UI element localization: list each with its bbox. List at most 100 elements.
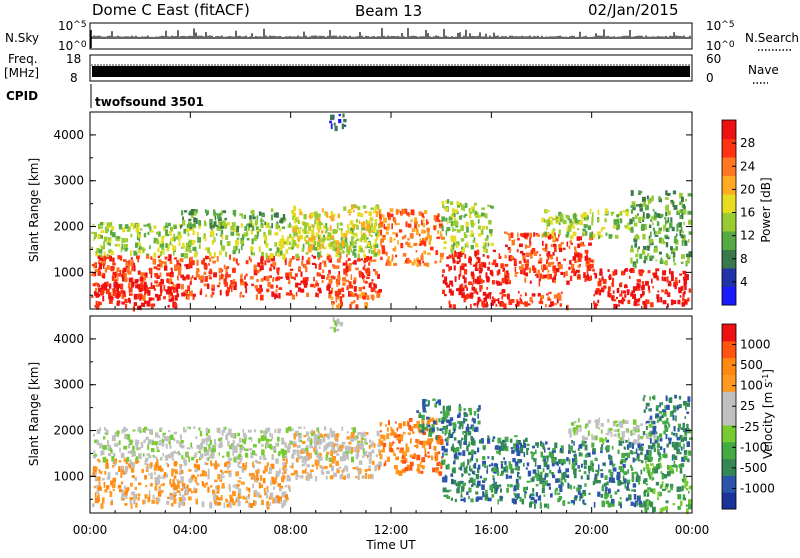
data-cell: [416, 444, 418, 448]
data-cell: [155, 477, 157, 482]
data-cell: [179, 471, 182, 475]
data-cell: [532, 488, 534, 493]
data-cell: [100, 290, 104, 296]
data-cell: [422, 399, 425, 404]
data-cell: [223, 278, 227, 284]
data-cell: [379, 441, 382, 443]
data-cell: [425, 454, 427, 457]
data-cell: [379, 223, 381, 226]
data-cell: [222, 483, 225, 487]
data-cell: [346, 260, 348, 265]
data-cell: [99, 249, 103, 253]
data-cell: [570, 276, 572, 282]
data-cell: [148, 439, 152, 444]
data-cell: [212, 490, 215, 494]
data-cell: [565, 468, 569, 472]
data-cell: [138, 271, 141, 275]
data-cell: [591, 264, 594, 268]
data-cell: [335, 126, 338, 131]
data-cell: [270, 226, 272, 229]
data-cell: [657, 221, 660, 226]
data-cell: [272, 279, 274, 282]
data-cell: [570, 240, 573, 243]
data-cell: [219, 268, 223, 273]
data-cell: [266, 494, 268, 498]
data-cell: [172, 302, 174, 308]
data-cell: [212, 448, 216, 452]
data-cell: [471, 450, 474, 455]
data-cell: [668, 255, 671, 257]
data-cell: [286, 239, 289, 245]
data-cell: [273, 486, 275, 490]
data-cell: [377, 431, 380, 437]
data-cell: [121, 247, 123, 253]
data-cell: [514, 435, 518, 437]
data-cell: [314, 211, 318, 217]
data-cell: [472, 209, 474, 213]
data-cell: [666, 276, 668, 280]
data-cell: [92, 472, 94, 476]
data-cell: [676, 223, 679, 226]
data-cell: [386, 232, 389, 235]
data-cell: [459, 274, 461, 280]
data-cell: [627, 444, 629, 449]
data-cell: [196, 221, 198, 224]
data-cell: [524, 491, 527, 493]
data-cell: [214, 500, 217, 504]
data-cell: [675, 280, 678, 284]
data-cell: [207, 487, 209, 493]
data-cell: [326, 452, 329, 455]
data-cell: [222, 456, 224, 458]
data-cell: [550, 217, 553, 219]
data-cell: [620, 211, 622, 216]
data-cell: [171, 484, 174, 488]
data-cell: [549, 305, 552, 307]
data-cell: [537, 270, 540, 274]
data-cell: [145, 458, 148, 462]
data-cell: [482, 491, 484, 497]
data-cell: [118, 466, 120, 472]
data-cell: [113, 489, 115, 491]
data-cell: [313, 447, 315, 452]
data-cell: [348, 442, 351, 445]
data-cell: [540, 258, 543, 262]
data-cell: [379, 210, 381, 215]
data-cell: [688, 193, 692, 196]
data-cell: [204, 220, 206, 226]
data-cell: [271, 208, 274, 212]
data-cell: [203, 471, 207, 476]
data-cell: [342, 124, 344, 130]
data-cell: [426, 417, 429, 420]
data-cell: [262, 214, 265, 217]
data-cell: [263, 478, 266, 483]
data-cell: [189, 479, 193, 483]
data-cell: [416, 262, 418, 267]
data-cell: [423, 441, 427, 445]
data-cell: [366, 277, 370, 280]
data-cell: [204, 462, 206, 465]
data-cell: [481, 484, 485, 490]
data-cell: [376, 454, 378, 457]
data-cell: [181, 440, 184, 443]
data-cell: [372, 449, 375, 453]
data-cell: [202, 501, 205, 507]
data-cell: [495, 488, 497, 492]
data-cell: [269, 248, 272, 251]
data-cell: [279, 486, 283, 489]
data-cell: [291, 454, 294, 459]
data-cell: [268, 472, 272, 475]
data-cell: [189, 250, 192, 253]
data-cell: [225, 218, 227, 220]
data-cell: [422, 415, 425, 420]
data-cell: [489, 464, 491, 466]
data-cell: [134, 294, 138, 300]
data-cell: [450, 215, 453, 218]
freq-label-1: Freq.: [8, 52, 38, 66]
data-cell: [221, 211, 223, 216]
data-cell: [293, 232, 297, 237]
data-cell: [470, 498, 473, 502]
data-cell: [464, 215, 466, 218]
data-cell: [124, 458, 126, 462]
data-cell: [367, 469, 371, 471]
data-cell: [337, 248, 341, 253]
